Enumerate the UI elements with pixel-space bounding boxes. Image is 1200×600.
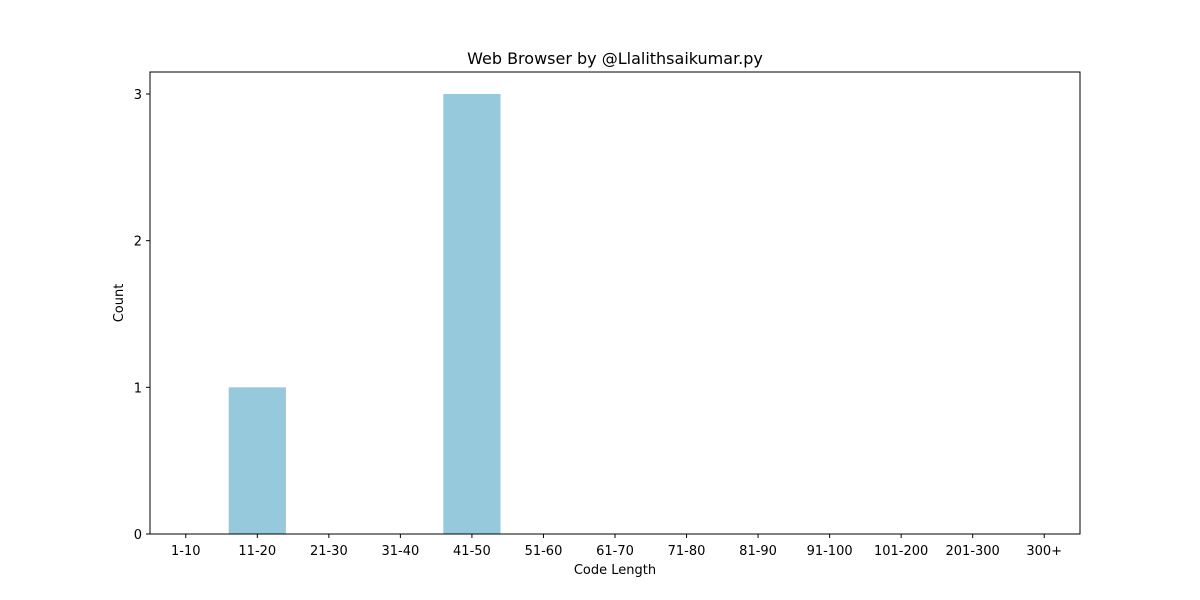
x-axis-label: Code Length xyxy=(574,563,656,578)
y-tick-label: 1 xyxy=(134,381,142,396)
x-tick-label: 51-60 xyxy=(525,544,563,559)
x-tick-label: 81-90 xyxy=(739,544,777,559)
y-tick-label: 2 xyxy=(134,235,142,250)
bar-11-20 xyxy=(228,387,286,534)
x-tick-label: 201-300 xyxy=(946,544,1000,559)
y-axis-ticks: 0 1 2 3 xyxy=(134,88,150,543)
x-tick-label: 21-30 xyxy=(310,544,348,559)
x-tick-label: 91-100 xyxy=(807,544,853,559)
chart-title: Web Browser by @Llalithsaikumar.py xyxy=(467,49,763,68)
x-tick-label: 300+ xyxy=(1026,544,1062,559)
y-axis-label: Count xyxy=(112,284,127,323)
x-tick-label: 41-50 xyxy=(453,544,491,559)
x-tick-label: 101-200 xyxy=(874,544,928,559)
x-tick-label: 1-10 xyxy=(171,544,201,559)
y-tick-label: 3 xyxy=(134,88,142,103)
x-tick-label: 31-40 xyxy=(381,544,419,559)
x-tick-label: 11-20 xyxy=(238,544,276,559)
y-tick-label: 0 xyxy=(134,528,142,543)
x-axis-ticks: 1-10 11-20 21-30 31-40 41-50 51-60 61-70 71-80 8… xyxy=(171,534,1062,559)
x-tick-label: 61-70 xyxy=(596,544,634,559)
bar-41-50 xyxy=(443,94,501,534)
plot-area-frame xyxy=(149,71,1081,535)
bars-group xyxy=(228,94,501,534)
x-tick-label: 71-80 xyxy=(668,544,706,559)
